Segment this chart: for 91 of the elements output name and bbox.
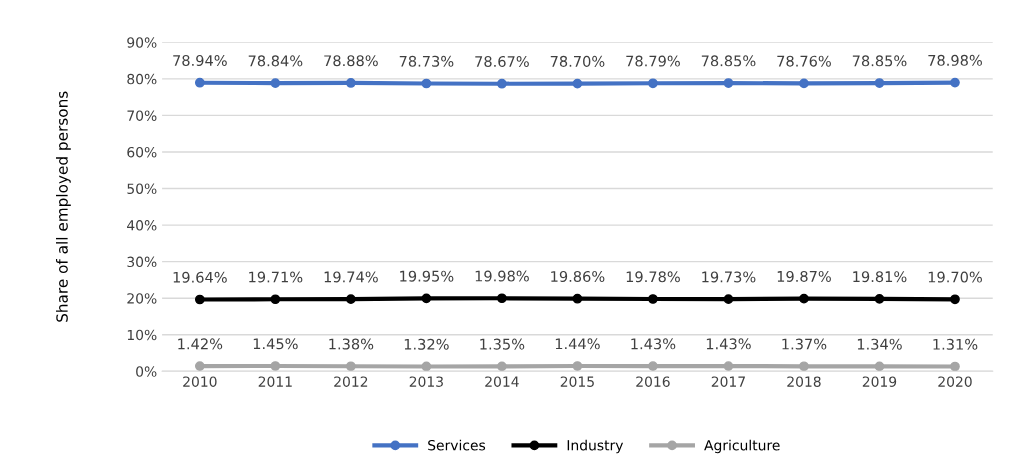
point: [648, 294, 658, 304]
x-tick-label: 2010: [183, 376, 217, 387]
data-label: 1.42%: [178, 338, 223, 350]
point: [874, 294, 885, 304]
data-label: 78.84%: [248, 55, 303, 67]
point: [799, 361, 809, 372]
x-tick-label: 2018: [787, 376, 821, 387]
legend-label: Industry: [567, 439, 624, 454]
point: [723, 361, 734, 371]
data-label: 78.94%: [173, 54, 227, 67]
y-tick-label: 90%: [127, 37, 157, 48]
point: [950, 77, 960, 88]
data-label: 78.88%: [324, 55, 378, 67]
y-tick-label: 30%: [127, 256, 157, 268]
data-label: 1.35%: [480, 338, 525, 350]
x-tick-label: 2017: [711, 376, 745, 387]
point: [572, 361, 583, 371]
point: [572, 293, 583, 304]
point: [874, 78, 885, 88]
data-label: 1.44%: [555, 338, 600, 350]
x-tick-label: 2012: [334, 376, 368, 387]
data-label: 78.67%: [475, 55, 529, 67]
data-label: 19.73%: [702, 271, 756, 283]
y-tick-label: 80%: [127, 73, 157, 85]
data-label: 1.43%: [706, 338, 751, 350]
data-label: 19.64%: [173, 271, 227, 283]
data-label: 19.70%: [928, 271, 982, 283]
point: [648, 361, 658, 371]
data-label: 19.86%: [551, 270, 605, 282]
legend-label: Agriculture: [704, 439, 780, 454]
y-tick-label: 40%: [127, 220, 157, 231]
point: [270, 78, 281, 88]
data-label: 78.70%: [550, 55, 605, 67]
point: [346, 78, 356, 88]
point: [950, 294, 960, 305]
y-tick-label: 0%: [136, 366, 157, 377]
data-label: 19.87%: [777, 270, 831, 282]
data-label: 19.98%: [475, 270, 529, 282]
x-tick-label: 2013: [409, 376, 443, 387]
data-label: 78.73%: [399, 55, 454, 67]
data-label: 78.85%: [852, 55, 907, 67]
y-tick-label: 20%: [127, 293, 157, 304]
data-label: 19.78%: [626, 271, 680, 283]
point: [572, 78, 583, 89]
point: [497, 361, 507, 372]
point: [723, 294, 734, 305]
y-axis-title: Share of all employed persons: [56, 91, 71, 322]
data-label: 78.85%: [701, 55, 756, 67]
x-tick-label: 2014: [485, 376, 519, 387]
data-label: 1.43%: [631, 338, 676, 350]
point: [799, 78, 809, 89]
data-label: 1.45%: [253, 338, 298, 350]
point: [194, 77, 205, 88]
point: [421, 78, 432, 89]
point: [723, 78, 734, 88]
data-label: 1.31%: [933, 338, 978, 350]
data-label: 1.32%: [404, 338, 449, 350]
point: [346, 294, 356, 305]
data-label: 78.98%: [928, 54, 982, 66]
point: [497, 78, 507, 89]
point: [194, 361, 205, 371]
data-label: 19.74%: [324, 271, 378, 283]
point: [799, 293, 809, 304]
x-tick-label: 2020: [938, 376, 972, 387]
point: [270, 294, 281, 305]
point: [421, 361, 432, 372]
point: [648, 78, 658, 89]
data-label: 78.76%: [777, 55, 831, 67]
point: [874, 361, 885, 372]
y-tick-label: 50%: [127, 183, 157, 194]
data-label: 19.95%: [400, 270, 454, 282]
data-label: 19.81%: [853, 271, 907, 283]
legend-label: Services: [428, 439, 486, 451]
point: [497, 293, 507, 304]
x-tick-label: 2015: [560, 376, 594, 387]
y-tick-label: 10%: [127, 329, 157, 341]
point: [270, 361, 281, 371]
point: [194, 294, 205, 305]
data-label: 19.71%: [249, 271, 303, 283]
x-tick-label: 2019: [862, 376, 897, 387]
y-tick-label: 70%: [127, 110, 157, 121]
point: [421, 293, 432, 304]
data-label: 1.34%: [857, 338, 902, 350]
point: [346, 361, 356, 372]
point: [950, 361, 960, 372]
y-tick-label: 60%: [127, 146, 157, 158]
data-label: 78.79%: [626, 55, 680, 67]
data-label: 1.38%: [329, 338, 374, 350]
x-tick-label: 2016: [636, 376, 670, 387]
x-tick-label: 2011: [258, 376, 292, 387]
data-label: 1.37%: [782, 338, 827, 350]
